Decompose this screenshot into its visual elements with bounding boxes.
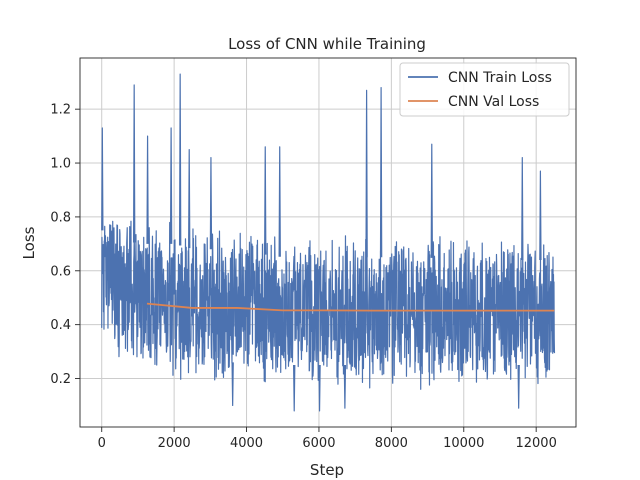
legend: CNN Train Loss CNN Val Loss [399, 62, 570, 117]
axis-ticks: 0 2000 4000 6000 8000 10000 12000 0.2 0.4 0.6 0.8 1… [50, 103, 557, 451]
y-axis-label: Loss [20, 226, 38, 259]
series-layer [101, 73, 556, 412]
plot-frame [79, 57, 577, 428]
x-tick-label: 12000 [515, 436, 556, 451]
y-tick-label: 1.2 [50, 103, 71, 118]
legend-box [399, 62, 570, 117]
x-tick-label: 4000 [230, 436, 263, 451]
x-tick-label: 8000 [375, 436, 408, 451]
y-tick-label: 0.4 [50, 318, 71, 333]
legend-label: CNN Val Loss [448, 94, 539, 110]
chart-title: Loss of CNN while Training [228, 35, 426, 53]
y-tick-label: 1.0 [50, 157, 71, 172]
y-tick-label: 0.2 [50, 372, 71, 387]
x-tick-label: 0 [98, 436, 106, 451]
x-tick-label: 2000 [158, 436, 191, 451]
val-loss-line [146, 302, 555, 312]
y-tick-label: 0.6 [50, 264, 71, 279]
train-loss-line [101, 73, 556, 412]
y-tick-label: 0.8 [50, 210, 71, 225]
x-tick-label: 10000 [443, 436, 484, 451]
x-tick-label: 6000 [302, 436, 335, 451]
x-axis-label: Step [310, 461, 344, 479]
legend-label: CNN Train Loss [448, 70, 552, 86]
